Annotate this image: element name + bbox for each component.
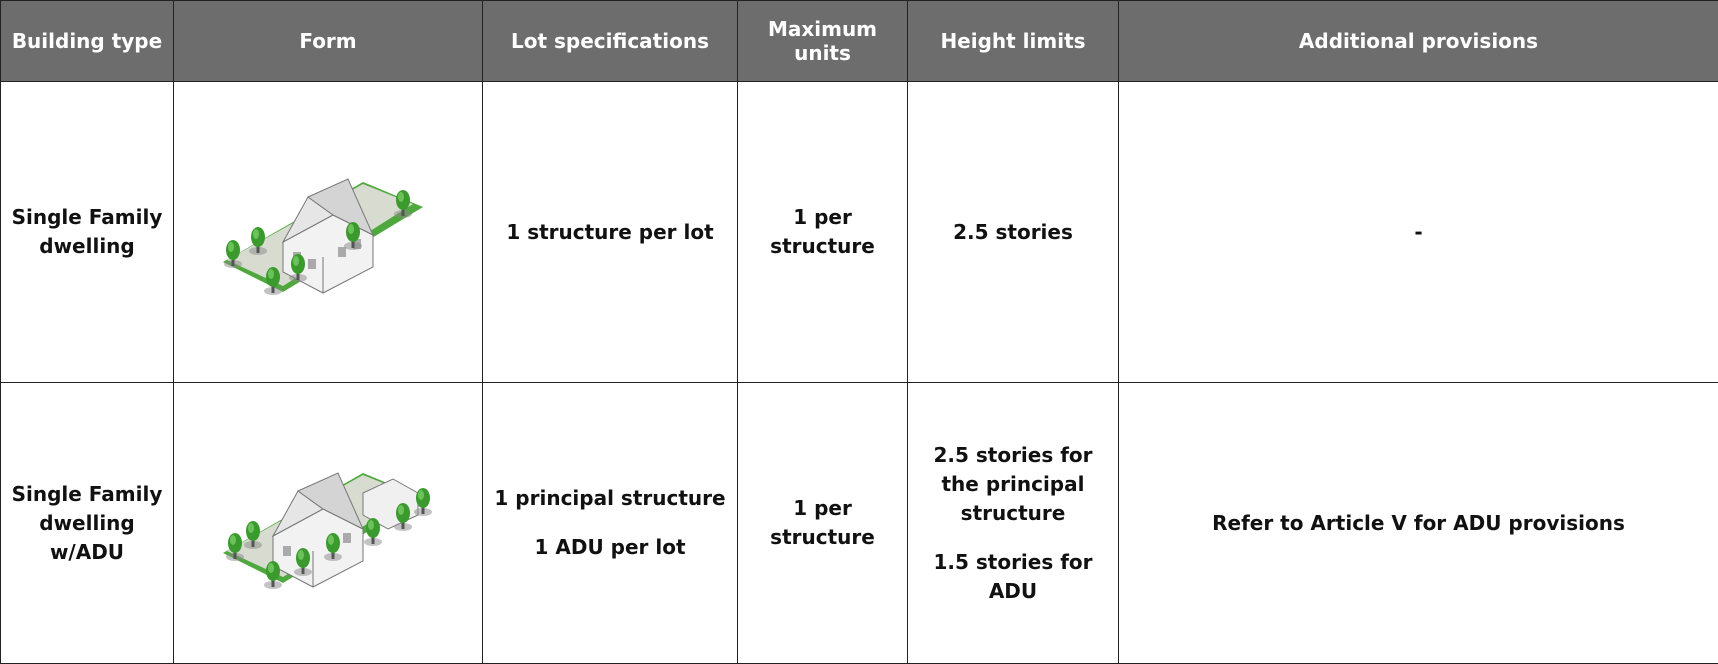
max-units-cell: 1 per structure [737, 81, 908, 383]
cell-text: 1.5 stories for ADU [933, 549, 1093, 603]
provisions-cell: - [1118, 81, 1718, 383]
header-cell: Height limits [907, 0, 1119, 82]
max-units-cell: 1 per structure [737, 382, 908, 664]
cell-text: 1 principal structure [494, 486, 726, 510]
header-cell: Maximum units [737, 0, 908, 82]
cell-text: 2.5 stories [953, 219, 1073, 244]
header-row: Building type Form Lot specifications Ma… [0, 0, 1718, 82]
height-cell: 2.5 stories for the principal structure 1… [907, 382, 1119, 664]
form-cell [173, 81, 483, 383]
cell-text: 1 ADU per lot [534, 535, 686, 559]
cell-text: 2.5 stories for the principal structure [933, 442, 1093, 525]
header-cell: Building type [0, 0, 174, 82]
house-illustration [223, 472, 432, 589]
lot-spec-cell: 1 structure per lot [482, 81, 738, 383]
height-cell: 2.5 stories [907, 81, 1119, 383]
cell-text: 1 structure per lot [506, 219, 714, 244]
provisions-cell: Refer to Article V for ADU provisions [1118, 382, 1718, 664]
table-row: Single Family dwelling 1 structure per l… [0, 81, 1718, 383]
lot-spec-cell: 1 principal structure 1 ADU per lot [482, 382, 738, 664]
table-row: Single Family dwelling w/ADU 1 principal… [0, 382, 1718, 664]
building-type-cell: Single Family dwelling w/ADU [0, 382, 174, 664]
header-cell: Lot specifications [482, 0, 738, 82]
form-cell [173, 382, 483, 664]
building-type-cell: Single Family dwelling [0, 81, 174, 383]
header-cell: Additional provisions [1118, 0, 1718, 82]
house-illustration [223, 178, 423, 295]
header-cell: Form [173, 0, 483, 82]
